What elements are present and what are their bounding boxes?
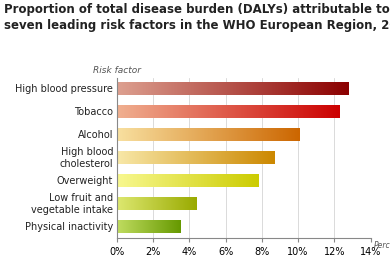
Text: Proportion of total disease burden (DALYs) attributable to
seven leading risk fa: Proportion of total disease burden (DALY… xyxy=(4,3,390,32)
Text: High blood pressure: High blood pressure xyxy=(15,84,113,94)
Text: Alcohol: Alcohol xyxy=(78,130,113,140)
Text: Physical inactivity: Physical inactivity xyxy=(25,222,113,232)
Text: Tobacco: Tobacco xyxy=(74,107,113,117)
Text: Risk factor: Risk factor xyxy=(93,66,141,75)
Text: High blood
cholesterol: High blood cholesterol xyxy=(59,147,113,169)
Text: Overweight: Overweight xyxy=(57,176,113,186)
Text: Low fruit and
vegetable intake: Low fruit and vegetable intake xyxy=(31,193,113,215)
Text: Percentage: Percentage xyxy=(374,241,390,250)
